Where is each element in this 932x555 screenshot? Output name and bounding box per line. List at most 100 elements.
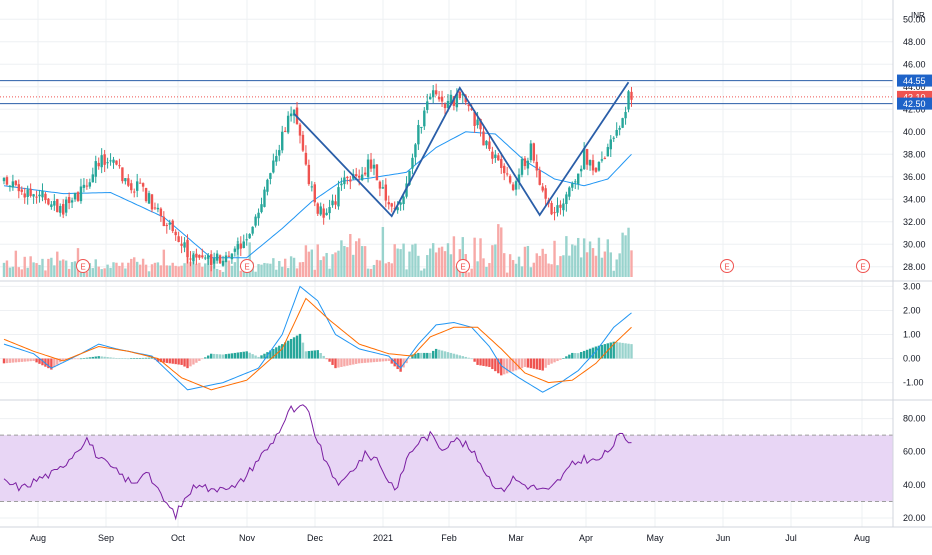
candle-body[interactable] — [508, 176, 512, 183]
candle-body[interactable] — [417, 125, 420, 145]
candle-body[interactable] — [135, 181, 139, 191]
candle-body[interactable] — [470, 108, 473, 110]
candle-body[interactable] — [366, 159, 370, 178]
candle-body[interactable] — [94, 161, 97, 177]
candle-body[interactable] — [289, 113, 293, 117]
candle-body[interactable] — [399, 202, 402, 205]
candle-body[interactable] — [307, 164, 311, 185]
horizontal-levels[interactable] — [0, 80, 893, 105]
candle-body[interactable] — [186, 239, 189, 258]
candle-body[interactable] — [526, 160, 530, 169]
candle-body[interactable] — [168, 222, 171, 225]
candle-body[interactable] — [340, 183, 343, 186]
candle-body[interactable] — [189, 258, 192, 260]
candle-body[interactable] — [283, 130, 287, 132]
candle-body[interactable] — [443, 104, 447, 109]
candle-body[interactable] — [2, 177, 6, 182]
candle-body[interactable] — [100, 155, 103, 168]
candle-body[interactable] — [269, 173, 272, 179]
candle-body[interactable] — [221, 260, 225, 266]
candle-body[interactable] — [180, 243, 183, 246]
candle-body[interactable] — [82, 184, 86, 188]
candle-body[interactable] — [378, 181, 382, 189]
candle-body[interactable] — [429, 96, 432, 100]
earnings-marker[interactable] — [856, 259, 870, 273]
candle-body[interactable] — [313, 184, 316, 203]
candle-body[interactable] — [118, 165, 121, 167]
candle-body[interactable] — [334, 201, 337, 205]
candle-body[interactable] — [275, 156, 278, 162]
candle-body[interactable] — [535, 161, 538, 171]
candle-body[interactable] — [491, 151, 494, 159]
candle-body[interactable] — [523, 158, 527, 167]
candle-body[interactable] — [301, 134, 305, 151]
candle-body[interactable] — [363, 172, 367, 175]
candle-body[interactable] — [461, 93, 464, 96]
candle-body[interactable] — [159, 208, 163, 217]
candle-body[interactable] — [227, 255, 231, 257]
candle-body[interactable] — [325, 212, 328, 216]
candle-body[interactable] — [236, 243, 240, 250]
candle-body[interactable] — [26, 189, 29, 197]
candle-body[interactable] — [286, 115, 290, 133]
candle-body[interactable] — [473, 111, 476, 126]
candle-body[interactable] — [553, 212, 556, 214]
candle-body[interactable] — [485, 140, 488, 146]
candle-body[interactable] — [396, 207, 399, 211]
price-candles[interactable] — [2, 83, 633, 272]
earnings-marker[interactable] — [456, 259, 470, 273]
candle-body[interactable] — [621, 118, 624, 128]
candle-body[interactable] — [316, 203, 319, 214]
candle-body[interactable] — [162, 216, 166, 227]
candle-body[interactable] — [387, 202, 390, 205]
candle-body[interactable] — [23, 193, 26, 198]
candle-body[interactable] — [571, 183, 574, 188]
earnings-marker[interactable] — [720, 259, 734, 273]
candle-body[interactable] — [130, 183, 133, 191]
candle-body[interactable] — [153, 207, 157, 209]
candle-body[interactable] — [171, 220, 174, 232]
candle-body[interactable] — [603, 157, 607, 159]
pattern-lines[interactable] — [293, 81, 630, 218]
candle-body[interactable] — [414, 144, 417, 158]
candle-body[interactable] — [588, 160, 592, 166]
candle-body[interactable] — [381, 187, 385, 189]
candle-body[interactable] — [76, 192, 80, 201]
candle-body[interactable] — [357, 175, 361, 178]
earnings-marker[interactable] — [240, 259, 254, 273]
candle-body[interactable] — [458, 91, 462, 98]
candle-body[interactable] — [505, 173, 509, 175]
candle-body[interactable] — [121, 167, 124, 182]
candle-body[interactable] — [612, 137, 615, 139]
candle-body[interactable] — [183, 242, 186, 248]
candle-body[interactable] — [529, 143, 533, 161]
candle-body[interactable] — [35, 196, 38, 198]
candle-body[interactable] — [195, 253, 198, 258]
candle-body[interactable] — [263, 189, 266, 207]
candle-body[interactable] — [11, 181, 15, 188]
candle-body[interactable] — [106, 162, 109, 164]
candle-body[interactable] — [230, 253, 234, 260]
candle-body[interactable] — [550, 203, 553, 215]
candle-body[interactable] — [582, 148, 586, 170]
candle-body[interactable] — [127, 178, 130, 186]
candle-body[interactable] — [476, 119, 479, 126]
candle-body[interactable] — [390, 203, 393, 207]
candle-body[interactable] — [402, 196, 405, 205]
candle-body[interactable] — [115, 160, 118, 165]
candle-body[interactable] — [198, 254, 201, 258]
candle-body[interactable] — [144, 187, 148, 202]
candle-body[interactable] — [141, 183, 145, 187]
candle-body[interactable] — [597, 161, 601, 171]
candle-body[interactable] — [215, 253, 219, 261]
candle-body[interactable] — [624, 111, 627, 119]
candle-body[interactable] — [174, 231, 177, 236]
candle-body[interactable] — [503, 165, 506, 174]
candle-body[interactable] — [50, 204, 53, 207]
candle-body[interactable] — [292, 109, 296, 116]
candle-body[interactable] — [591, 160, 595, 171]
candle-body[interactable] — [574, 181, 577, 183]
candle-body[interactable] — [150, 194, 154, 210]
